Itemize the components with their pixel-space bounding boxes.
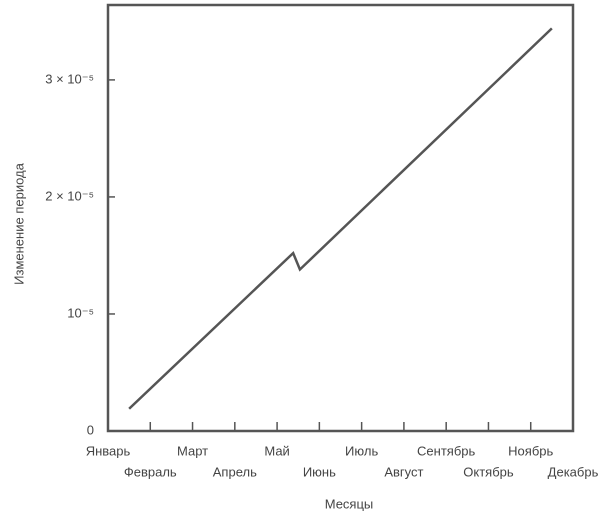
x-tick-label: Март	[177, 443, 208, 458]
x-tick-label: Февраль	[124, 464, 177, 479]
x-tick-label: Сентябрь	[417, 443, 475, 458]
x-tick-label: Июль	[345, 443, 378, 458]
y-tick-label: 10⁻⁵	[67, 305, 94, 320]
y-axis-label: Изменение периода	[11, 162, 26, 284]
y-tick-label: 3 × 10⁻⁵	[45, 71, 94, 86]
x-tick-label: Апрель	[213, 464, 257, 479]
x-axis-label: Месяцы	[325, 496, 374, 511]
x-tick-label: Ноябрь	[508, 443, 553, 458]
x-tick-label: Декабрь	[548, 464, 599, 479]
line	[128, 27, 553, 410]
x-tick-label: Май	[264, 443, 289, 458]
x-tick-label: Октябрь	[463, 464, 514, 479]
plot-frame	[106, 3, 575, 433]
x-tick-label: Июнь	[303, 464, 336, 479]
y-tick-label: 0	[87, 422, 94, 437]
y-tick-label: 2 × 10⁻⁵	[45, 188, 94, 203]
x-tick-label: Январь	[86, 443, 131, 458]
x-tick-label: Август	[384, 464, 423, 479]
